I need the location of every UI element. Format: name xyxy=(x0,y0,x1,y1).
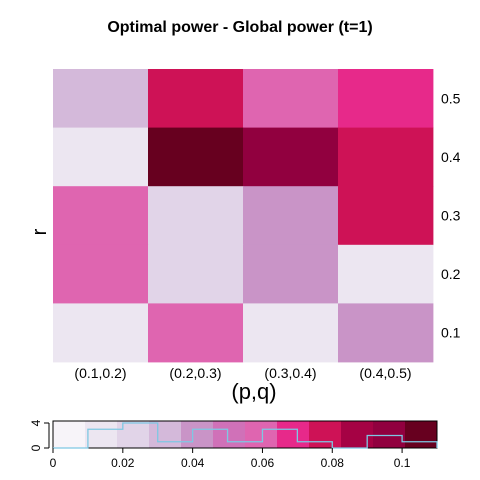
heatmap-cells xyxy=(53,69,434,363)
color-key-tick-label: 0.06 xyxy=(251,456,275,470)
color-key-tick-label: 0.1 xyxy=(394,456,411,470)
color-key-swatch xyxy=(117,421,150,448)
color-key-swatch xyxy=(245,421,278,448)
color-key-swatch xyxy=(277,421,310,448)
color-key-swatch xyxy=(85,421,118,448)
heatmap-cell xyxy=(338,186,434,246)
histogram-count-tick-label: 0 xyxy=(29,444,43,451)
color-key-swatch xyxy=(405,421,438,448)
histogram-line xyxy=(53,422,438,449)
y-axis-title: r xyxy=(29,228,51,235)
y-tick-label: 0.5 xyxy=(441,90,461,106)
color-key-swatch xyxy=(181,421,214,448)
color-key-swatch xyxy=(149,421,182,448)
y-tick-label: 0.3 xyxy=(441,208,461,224)
color-key-swatch xyxy=(373,421,406,448)
color-key-swatch xyxy=(53,421,86,448)
x-axis-title: (p,q) xyxy=(231,379,276,404)
color-key-tick-label: 0.04 xyxy=(181,456,205,470)
heatmap-cell xyxy=(243,186,339,246)
y-tick-label: 0.4 xyxy=(441,149,461,165)
heatmap-cell xyxy=(53,127,149,187)
x-tick-label: (0.2,0.3) xyxy=(169,365,221,381)
x-tick-label: (0.4,0.5) xyxy=(359,365,411,381)
heatmap-cell xyxy=(338,69,434,128)
heatmap-cell xyxy=(148,244,244,304)
heatmap-cell xyxy=(148,127,244,187)
heatmap-cell xyxy=(338,127,434,187)
chart-title: Optimal power - Global power (t=1) xyxy=(107,19,372,36)
heatmap-cell xyxy=(243,127,339,187)
heatmap-cell xyxy=(338,303,434,363)
color-key-swatch xyxy=(341,421,374,448)
color-key-tick-label: 0.02 xyxy=(111,456,135,470)
heatmap-cell xyxy=(148,186,244,246)
color-key-tick-label: 0.08 xyxy=(321,456,345,470)
color-key: 0 0.02 0.04 0.06 0.08 0.1 0 4 xyxy=(29,419,438,470)
y-tick-labels: 0.5 0.4 0.3 0.2 0.1 xyxy=(441,90,461,340)
heatmap-cell xyxy=(53,186,149,246)
x-tick-label: (0.1,0.2) xyxy=(74,365,126,381)
heatmap-cell xyxy=(148,303,244,363)
color-key-border xyxy=(52,420,438,449)
heatmap-cell xyxy=(243,303,339,363)
heatmap-cell xyxy=(243,69,339,128)
x-tick-labels: (0.1,0.2) (0.2,0.3) (0.3,0.4) (0.4,0.5) xyxy=(74,365,411,381)
heatmap-cell xyxy=(53,69,149,128)
heatmap-cell xyxy=(53,303,149,363)
color-key-swatch xyxy=(309,421,342,448)
y-tick-label: 0.1 xyxy=(441,325,461,341)
y-tick-label: 0.2 xyxy=(441,266,461,282)
heatmap-cell xyxy=(243,244,339,304)
heatmap-cell xyxy=(338,244,434,304)
color-key-tick-label: 0 xyxy=(50,456,57,470)
histogram-count-tick-label: 4 xyxy=(29,419,43,426)
x-tick-label: (0.3,0.4) xyxy=(264,365,316,381)
heatmap-cell xyxy=(148,69,244,128)
color-key-swatch xyxy=(213,421,246,448)
heatmap-cell xyxy=(53,244,149,304)
